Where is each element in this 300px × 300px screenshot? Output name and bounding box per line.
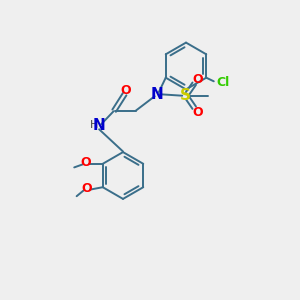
Text: O: O <box>192 106 202 119</box>
Text: H: H <box>90 120 98 130</box>
Text: O: O <box>192 73 202 86</box>
Text: Cl: Cl <box>217 76 230 89</box>
Text: N: N <box>93 118 106 133</box>
Text: O: O <box>81 182 92 195</box>
Text: O: O <box>80 156 91 169</box>
Text: O: O <box>121 84 131 97</box>
Text: S: S <box>180 88 191 103</box>
Text: N: N <box>150 87 163 102</box>
